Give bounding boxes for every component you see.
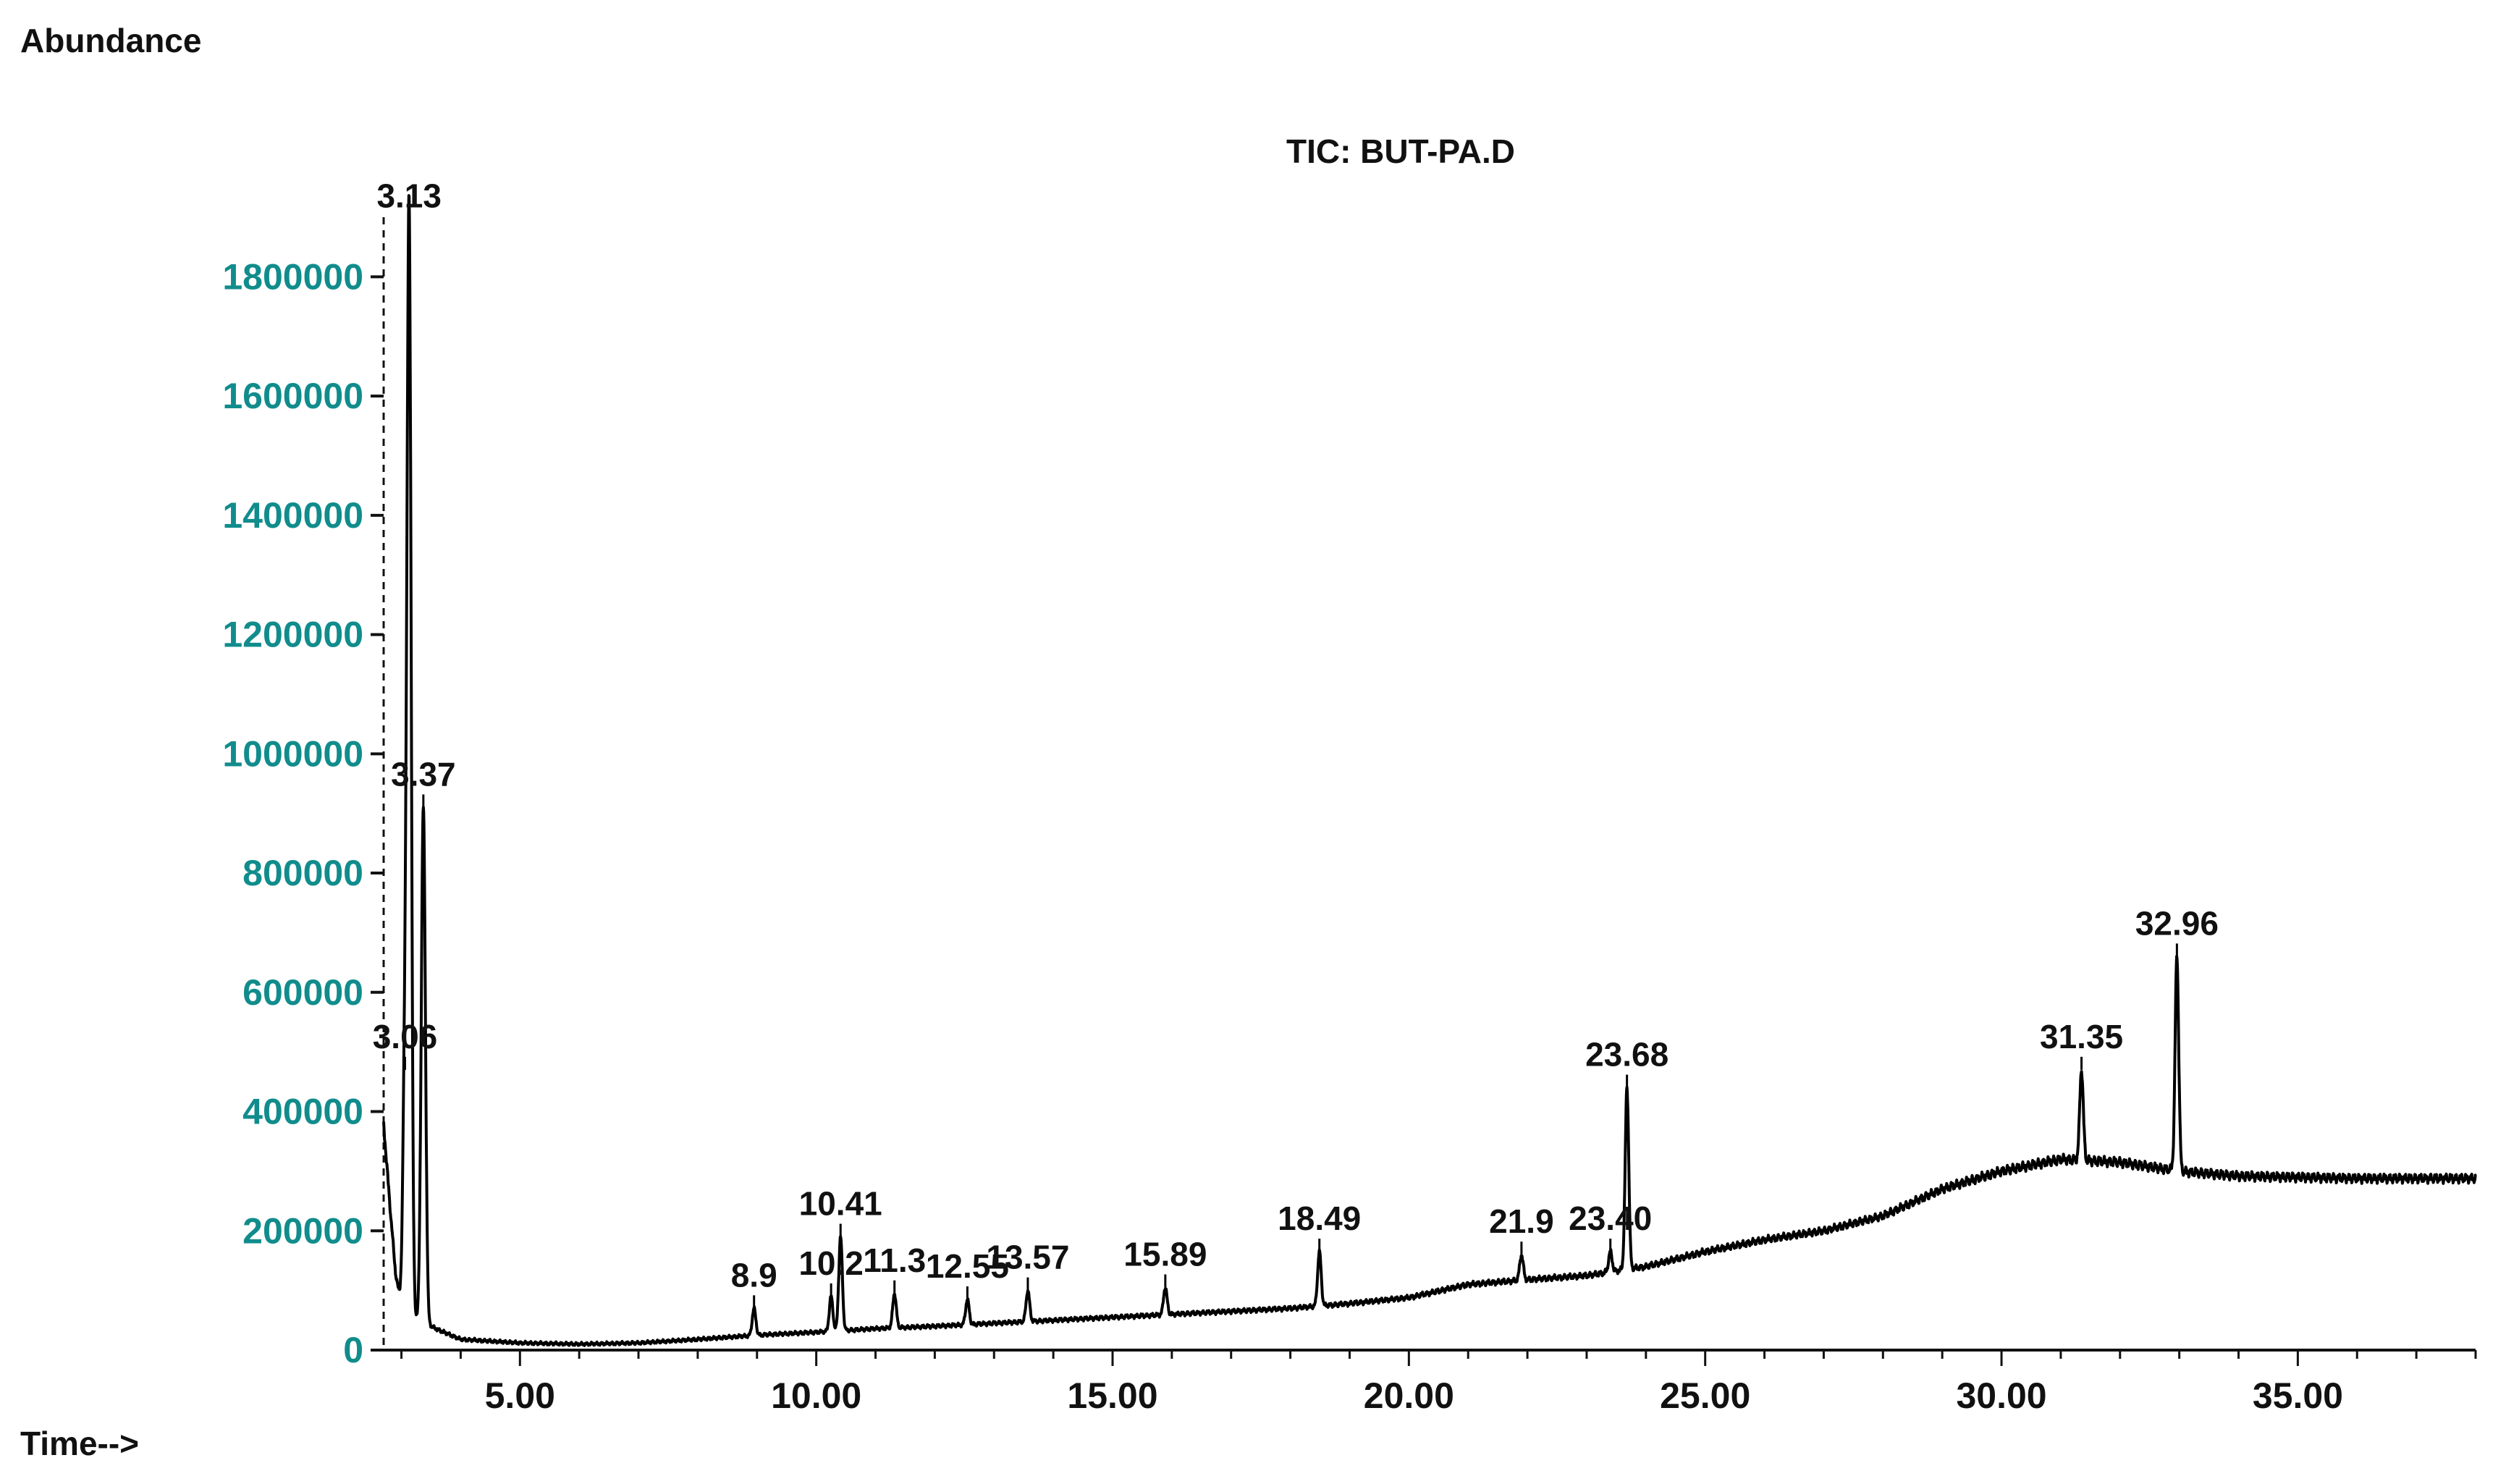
peak-label: 11.3 — [863, 1241, 926, 1279]
x-tick-label: 5.00 — [485, 1375, 555, 1416]
y-tick-label: 600000 — [242, 972, 363, 1013]
peak-label: 32.96 — [2135, 904, 2219, 942]
chart-title: TIC: BUT-PA.D — [1286, 132, 1515, 170]
y-tick-label: 0 — [343, 1330, 363, 1370]
axes: 0 200000 400000 600000 800000 1000000 1200000 1… — [222, 217, 2477, 1416]
y-tick-label: 1400000 — [222, 495, 363, 536]
x-axis-label: Time--> — [20, 1425, 139, 1462]
peak-label: 21.9 — [1489, 1202, 1554, 1240]
peak-label: 8.9 — [731, 1256, 777, 1294]
x-tick-label: 25.00 — [1660, 1375, 1750, 1416]
peak-label: 15.89 — [1123, 1236, 1207, 1273]
peak-label: 31.35 — [2040, 1018, 2123, 1055]
x-tick-label: 20.00 — [1364, 1375, 1454, 1416]
peak-label: 3.06 — [373, 1018, 438, 1055]
peak-label: 10.41 — [799, 1185, 882, 1223]
x-tick-label: 10.00 — [771, 1375, 861, 1416]
y-tick-label: 1200000 — [222, 615, 363, 655]
x-tick-label: 15.00 — [1067, 1375, 1157, 1416]
y-tick-label: 1600000 — [222, 376, 363, 416]
x-tick-label: 30.00 — [1956, 1375, 2046, 1416]
peak-label: 10.2 — [798, 1244, 864, 1282]
peak-label: 3.13 — [376, 177, 442, 214]
y-tick-label: 200000 — [242, 1210, 363, 1251]
peak-label: 18.49 — [1278, 1200, 1361, 1237]
peak-label: 12.55 — [926, 1247, 1009, 1285]
y-axis-label: Abundance — [20, 22, 201, 59]
peak-label: 23.68 — [1585, 1036, 1668, 1074]
peak-label: 13.57 — [986, 1239, 1069, 1276]
peak-label: 3.37 — [391, 755, 456, 793]
y-tick-label: 800000 — [242, 853, 363, 893]
peak-label: 23.40 — [1569, 1200, 1652, 1237]
y-tick-label: 400000 — [242, 1092, 363, 1132]
tic-trace — [382, 194, 2477, 1347]
x-tick-label: 35.00 — [2253, 1375, 2343, 1416]
y-tick-label: 1000000 — [222, 733, 363, 774]
y-tick-label: 1800000 — [222, 256, 363, 297]
